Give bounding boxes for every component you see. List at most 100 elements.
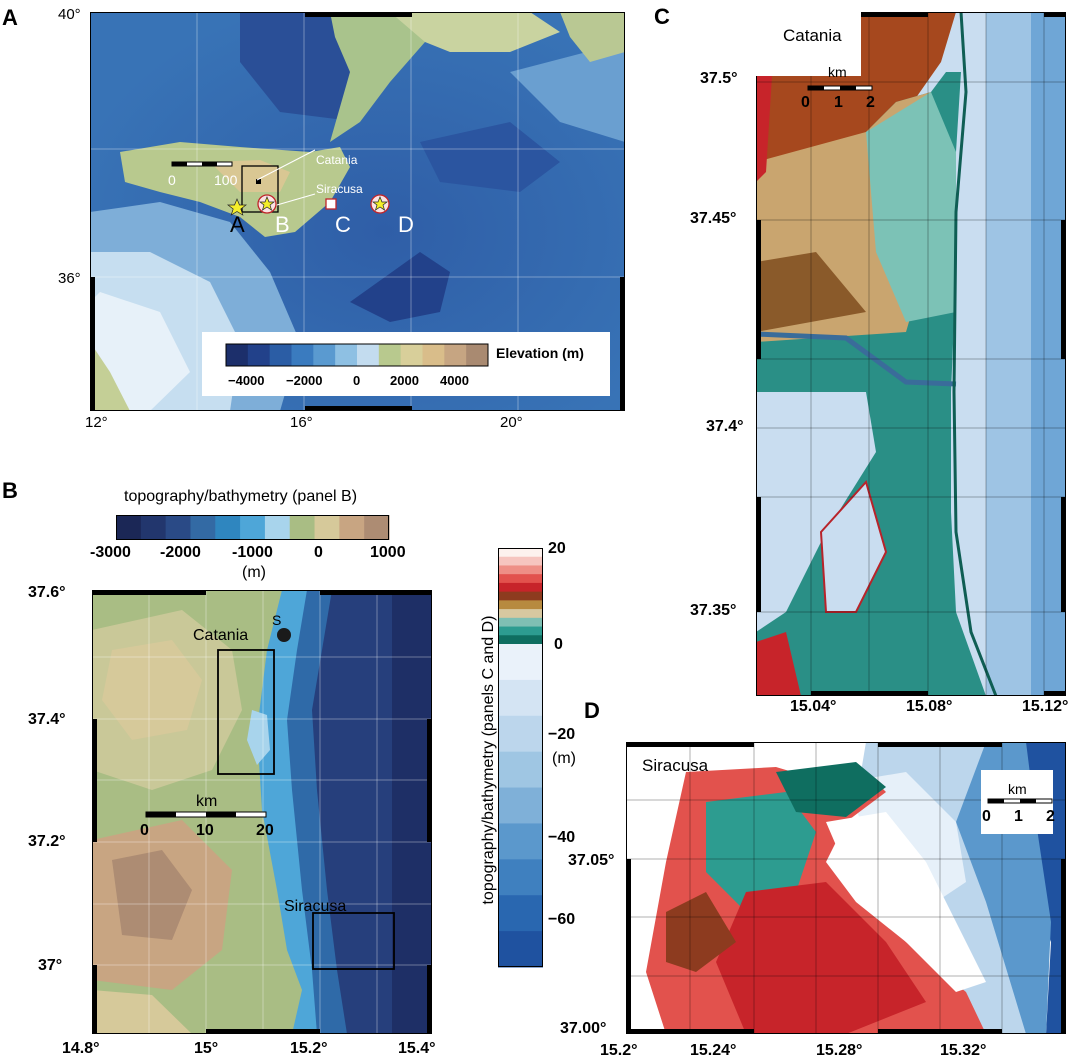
site-c-square-icon: [325, 198, 337, 210]
panel-d-extent-box: [312, 912, 395, 970]
panel-d-lon-tick: 15.32°: [940, 1042, 987, 1059]
panel-b-colorbar-tick: 1000: [370, 544, 406, 561]
panel-cd-colorbar-unit: (m): [552, 750, 576, 767]
panel-b-lat-tick: 37.2°: [28, 833, 66, 850]
panel-b-colorbar-frame: [116, 515, 389, 540]
colorbar-swatch: [498, 600, 543, 610]
panel-c-lon-tick: 15.12°: [1022, 698, 1069, 715]
panel-b-frame-bar: [320, 590, 432, 595]
malta-plateau: [90, 292, 190, 411]
panel-c-scale-bar: [807, 85, 873, 91]
colorbar-swatch: [498, 565, 543, 575]
panel-b-colorbar-tick: 0: [314, 544, 323, 561]
panel-c-map: [756, 12, 1066, 696]
panel-b-colorbar-unit: (m): [242, 564, 266, 581]
panel-b-frame-bar: [206, 1029, 320, 1034]
panel-b-frame-bar: [92, 590, 206, 595]
panel-a-lat-tick: 36°: [58, 270, 81, 287]
panel-b-colorbar: [116, 515, 390, 540]
colorbar-swatch: [498, 635, 543, 645]
panel-cd-colorbar-frame: [498, 548, 543, 967]
panel-d-map: [626, 742, 1066, 1034]
panel-b-scale-tick: 0: [140, 822, 149, 839]
panel-d-scale-tick: 2: [1046, 808, 1055, 825]
panel-a-colorbar: [226, 344, 489, 366]
panel-cd-colorbar-tick: 20: [548, 540, 566, 557]
panel-b-frame-bar: [92, 719, 97, 842]
site-d-label: D: [398, 212, 414, 237]
southern-italy-land: [390, 12, 560, 52]
colorbar-swatch: [357, 344, 380, 366]
panel-c-grid: [756, 12, 1066, 696]
panel-d-lowlying-white: [826, 812, 986, 992]
panel-a-siracusa-label: Siracusa: [316, 182, 363, 196]
site-b-star-icon: [258, 196, 276, 211]
panel-c-scale-tick: 1: [834, 94, 843, 111]
panel-b-lon-tick: 15°: [194, 1040, 219, 1057]
station-s-marker-icon: [277, 628, 291, 642]
panel-b-frame-bar: [92, 965, 97, 1034]
panel-a-frame-bar: [90, 277, 95, 411]
panel-c-coastline: [952, 12, 998, 696]
panel-d-harbour-shore: [776, 762, 886, 817]
panel-b-lon-tick: 14.8°: [62, 1040, 100, 1057]
colorbar-swatch: [247, 344, 271, 366]
panel-d-scale-title: km: [1008, 781, 1027, 797]
panel-a-scale-start: 0: [168, 172, 176, 188]
panel-c-extent-box: [217, 649, 275, 775]
panel-b-south-land: [92, 990, 192, 1034]
panel-c-south-high-ground: [756, 632, 801, 696]
panel-b-catania-gulf: [247, 710, 270, 765]
panel-c-frame-bar: [811, 12, 928, 17]
panel-a-letter: A: [2, 5, 18, 30]
colorbar-swatch: [335, 344, 358, 366]
panel-c-lat-tick: 37.35°: [690, 602, 737, 619]
panel-b-lon-tick: 15.4°: [398, 1040, 436, 1057]
panel-c-frame-bar: [1044, 12, 1066, 17]
colorbar-swatch: [498, 895, 543, 932]
panel-cd-colorbar-tick: −40: [548, 829, 576, 846]
adriatic-shelf: [510, 42, 625, 142]
panel-c-scale-tick: 0: [801, 94, 810, 111]
colorbar-swatch: [498, 617, 543, 628]
ionian-abyssal-plain: [350, 252, 450, 322]
panel-b-map: [92, 590, 432, 1034]
panel-cd-colorbar-title: topography/bathymetry (panels C and D): [480, 615, 497, 905]
panel-b-colorbar-title: topography/bathymetry (panel B): [124, 488, 358, 505]
colorbar-swatch: [498, 787, 543, 824]
panel-b-frame-bar: [427, 965, 432, 1034]
panel-cd-colorbar-tick: −20: [548, 726, 576, 743]
panel-a-colorbar-frame: [225, 343, 489, 367]
panel-a-lon-tick: 20°: [500, 414, 523, 431]
panel-d-lat-tick: 37.05°: [568, 852, 615, 869]
panel-a-scale-end: 100: [214, 172, 238, 188]
panel-d-letter: D: [584, 698, 600, 723]
colorbar-swatch: [498, 574, 543, 584]
colorbar-swatch: [466, 344, 489, 366]
panel-b-hyblean-summit: [112, 850, 192, 940]
colorbar-swatch: [240, 515, 266, 540]
panel-a-colorbar-tick: 2000: [390, 373, 419, 388]
calabria-land: [330, 12, 425, 142]
panel-c-lat-tick: 37.45°: [690, 210, 737, 227]
panel-b-lat-tick: 37.4°: [28, 711, 66, 728]
panel-c-frame-bar: [1044, 691, 1066, 696]
panel-c-frame-bar: [1061, 497, 1066, 612]
panel-c-frame-bar: [756, 220, 761, 359]
colorbar-swatch: [498, 609, 543, 619]
panel-d-frame-bar: [626, 742, 754, 747]
panel-c-scale-tick: 2: [866, 94, 875, 111]
site-b-label: B: [275, 212, 290, 237]
colorbar-swatch: [444, 344, 467, 366]
panel-c-river-simeto: [756, 331, 957, 387]
colorbar-swatch: [339, 515, 365, 540]
tunisia-land: [90, 342, 130, 411]
colorbar-swatch: [498, 823, 543, 860]
panel-b-colorbar-tick: -1000: [232, 544, 273, 561]
panel-d-scale-tick: 1: [1014, 808, 1023, 825]
panel-b-colorbar-tick: -3000: [90, 544, 131, 561]
panel-d-frame-bar: [878, 1029, 1002, 1034]
colorbar-swatch: [190, 515, 216, 540]
panel-b-colorbar-swatches: [116, 515, 390, 540]
panel-c-lat-tick: 37.5°: [700, 70, 738, 87]
